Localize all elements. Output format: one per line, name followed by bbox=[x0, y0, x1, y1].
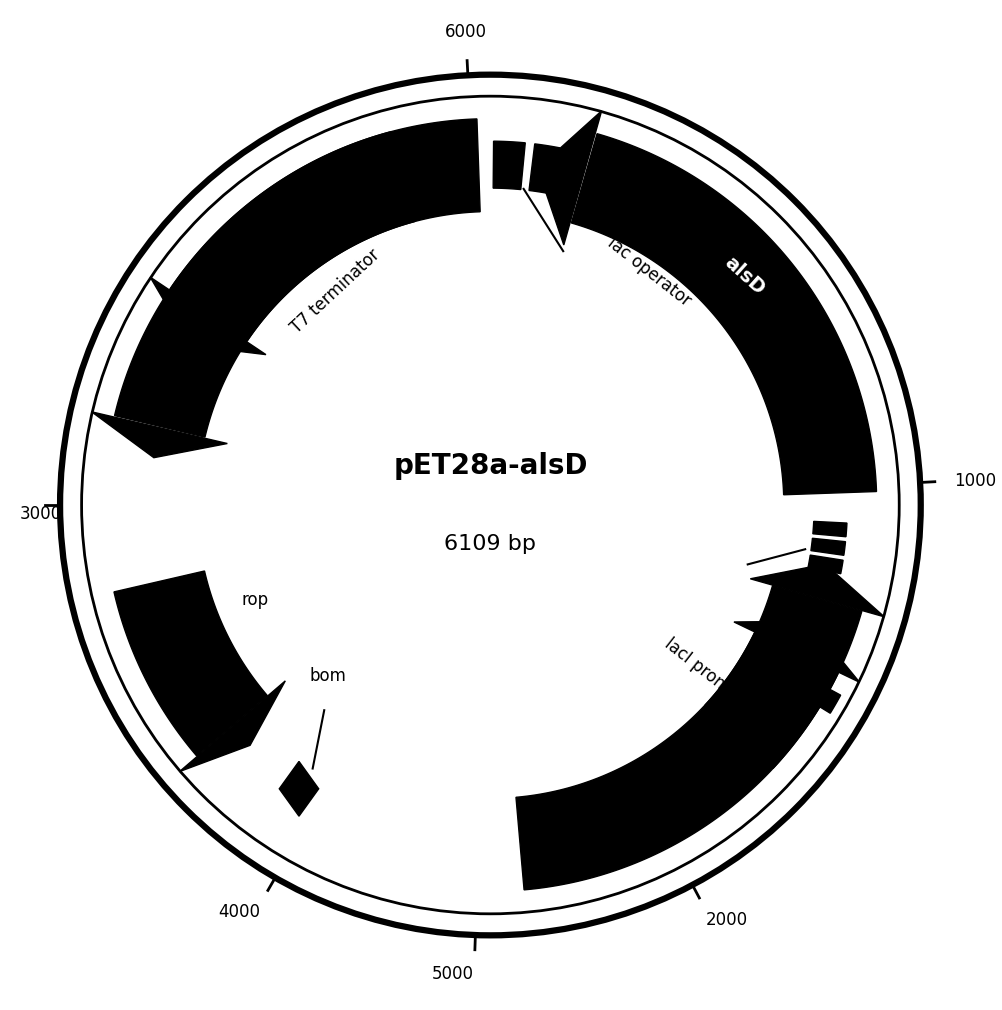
Text: 6109 bp: 6109 bp bbox=[444, 534, 536, 554]
Polygon shape bbox=[537, 111, 601, 245]
Polygon shape bbox=[114, 571, 268, 755]
Polygon shape bbox=[571, 133, 876, 495]
Text: lac operator: lac operator bbox=[603, 234, 693, 310]
Polygon shape bbox=[749, 564, 884, 617]
Polygon shape bbox=[493, 141, 525, 190]
Polygon shape bbox=[804, 572, 839, 592]
Polygon shape bbox=[170, 119, 480, 340]
Text: rop: rop bbox=[240, 591, 268, 609]
Text: 4000: 4000 bbox=[218, 903, 261, 921]
Polygon shape bbox=[150, 277, 266, 355]
Text: 2000: 2000 bbox=[705, 911, 747, 929]
Polygon shape bbox=[528, 143, 559, 194]
Text: lacI promoter: lacI promoter bbox=[660, 635, 759, 718]
Text: 5000: 5000 bbox=[432, 966, 474, 983]
Polygon shape bbox=[114, 132, 414, 437]
Text: 3000: 3000 bbox=[19, 505, 61, 523]
Polygon shape bbox=[515, 633, 838, 890]
Text: 6000: 6000 bbox=[445, 23, 487, 41]
Text: T7 terminator: T7 terminator bbox=[287, 245, 383, 337]
Polygon shape bbox=[279, 762, 319, 816]
Polygon shape bbox=[179, 681, 285, 772]
Text: pET28a-alsD: pET28a-alsD bbox=[393, 451, 587, 480]
Text: 1000: 1000 bbox=[953, 472, 995, 490]
Polygon shape bbox=[704, 586, 861, 769]
Text: alsD: alsD bbox=[720, 254, 768, 299]
Polygon shape bbox=[808, 556, 843, 574]
Polygon shape bbox=[733, 621, 859, 683]
Polygon shape bbox=[91, 412, 227, 458]
Polygon shape bbox=[810, 538, 845, 556]
Polygon shape bbox=[812, 521, 846, 536]
Text: bom: bom bbox=[310, 668, 347, 685]
Polygon shape bbox=[809, 684, 840, 713]
